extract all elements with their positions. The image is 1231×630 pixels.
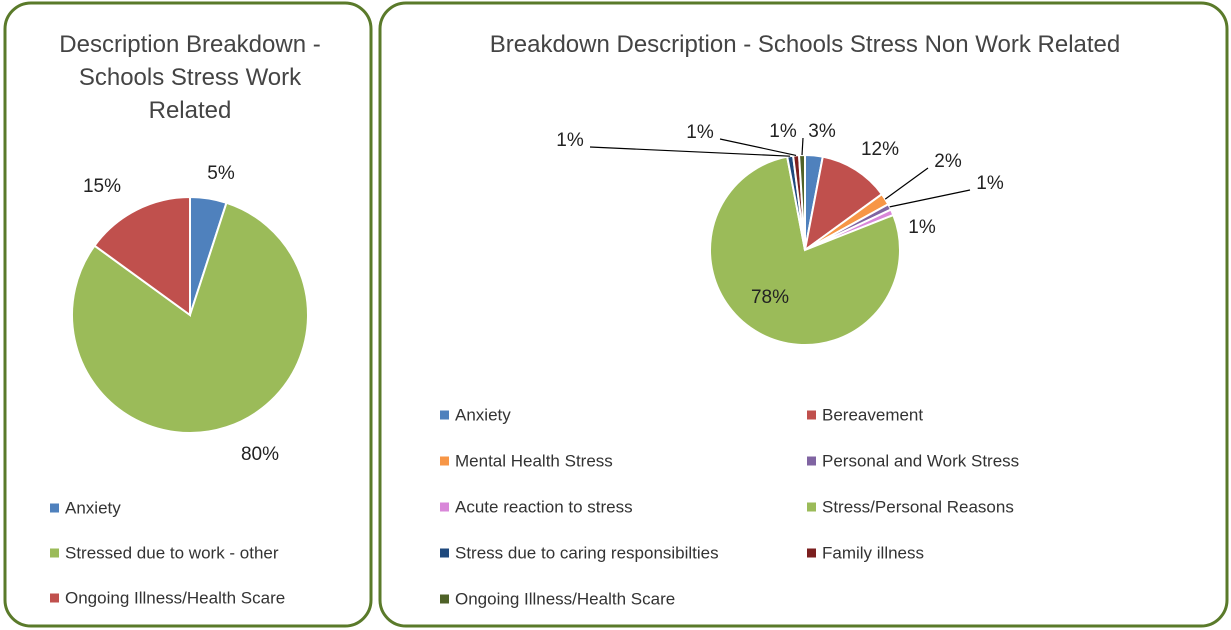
data-label: 78% <box>751 287 789 308</box>
legend-label: Family illness <box>822 543 924 562</box>
data-label: 80% <box>241 444 279 465</box>
legend-label: Mental Health Stress <box>455 451 613 470</box>
legend-label: Anxiety <box>455 405 511 424</box>
legend-swatch <box>440 548 449 558</box>
legend-swatch <box>440 410 449 420</box>
data-label: 1% <box>976 173 1004 194</box>
data-label: 2% <box>934 151 962 172</box>
pie-slice <box>803 155 884 253</box>
legend-label: Stress/Personal Reasons <box>822 497 1014 516</box>
legend-label: Stressed due to work - other <box>65 543 279 562</box>
pie-slice <box>709 155 901 346</box>
pie-slice <box>93 195 191 317</box>
legend-label: Bereavement <box>822 405 923 424</box>
data-label: 5% <box>207 163 235 184</box>
leader-line <box>801 137 804 156</box>
legend-swatch <box>50 548 59 558</box>
title-box: Breakdown Description - Schools Stress N… <box>489 31 1121 58</box>
legend-label: Stress due to caring responsibilties <box>455 543 719 562</box>
legend-swatch <box>440 594 449 604</box>
data-label: 3% <box>808 121 836 142</box>
legend-swatch <box>50 503 59 513</box>
leader-line <box>884 167 929 200</box>
data-label: 1% <box>769 121 797 142</box>
legend-label: Anxiety <box>65 498 121 517</box>
chart-title: Breakdown Description - Schools Stress N… <box>489 31 1121 58</box>
data-label: 15% <box>83 176 121 197</box>
legend-swatch <box>807 456 816 466</box>
data-label: 1% <box>908 217 936 238</box>
legend-swatch <box>440 502 449 512</box>
legend-label: Personal and Work Stress <box>822 451 1019 470</box>
legend-swatch <box>807 548 816 558</box>
leader-line <box>719 138 797 157</box>
data-label: 1% <box>556 130 584 151</box>
legend-swatch <box>807 502 816 512</box>
pie-slice <box>71 201 309 434</box>
data-label: 12% <box>861 139 899 160</box>
legend-label: Acute reaction to stress <box>455 497 633 516</box>
legend-swatch <box>440 456 449 466</box>
title-box: Description Breakdown - Schools Stress W… <box>59 31 321 124</box>
legend-swatch <box>50 593 59 603</box>
legend-swatch <box>807 410 816 420</box>
data-label: 1% <box>686 122 714 143</box>
legend-label: Ongoing Illness/Health Scare <box>65 588 285 607</box>
leader-line <box>889 189 971 208</box>
leader-line <box>589 146 791 157</box>
chart-title: Description Breakdown - Schools Stress W… <box>59 31 321 124</box>
legend-label: Ongoing Illness/Health Scare <box>455 589 675 608</box>
